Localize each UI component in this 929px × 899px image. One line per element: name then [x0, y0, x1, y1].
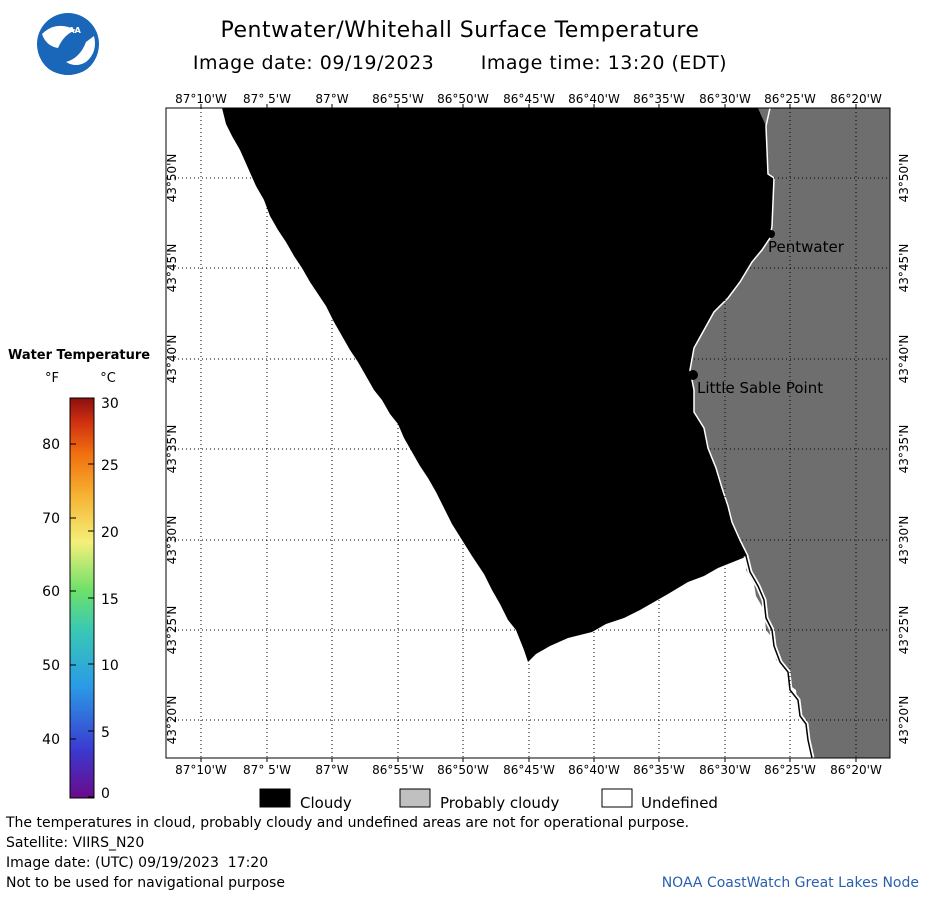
- lat-label-right: 43°20'N: [897, 696, 911, 745]
- f-tick: 40: [42, 732, 60, 748]
- footer-image-date: Image date: (UTC) 09/19/2023 17:20: [6, 855, 268, 871]
- footer-satellite: Satellite: VIIRS_N20: [6, 835, 144, 851]
- lon-label-bottom: 86°35'W: [633, 763, 685, 777]
- c-tick: 15: [101, 592, 119, 608]
- lon-label-top: 86°40'W: [568, 92, 620, 106]
- legend-label-cloudy: Cloudy: [300, 794, 352, 812]
- legend: Cloudy Probably cloudy Undefined: [250, 786, 750, 816]
- place-little-sable-point: Little Sable Point: [697, 379, 823, 397]
- c-tick: 0: [101, 786, 110, 802]
- lat-label-left: 43°25'N: [165, 606, 179, 655]
- lon-label-bottom: 86°30'W: [699, 763, 751, 777]
- lon-label-top: 86°45'W: [503, 92, 555, 106]
- legend-label-probably-cloudy: Probably cloudy: [440, 794, 559, 812]
- place-pentwater: Pentwater: [768, 238, 845, 256]
- lat-label-left: 43°50'N: [165, 154, 179, 203]
- f-tick: 80: [42, 437, 60, 453]
- lon-label-bottom: 87°10'W: [175, 763, 227, 777]
- colorbar-title: Water Temperature: [8, 348, 150, 363]
- lon-label-bottom: 87°W: [315, 763, 348, 777]
- lon-label-top: 86°30'W: [699, 92, 751, 106]
- colorbar: Water Temperature °F °C 80 70 60 50 40 3…: [0, 340, 160, 810]
- footer-disclaimer: The temperatures in cloud, probably clou…: [6, 815, 689, 831]
- lat-label-left: 43°40'N: [165, 335, 179, 384]
- legend-swatch-cloudy: [260, 789, 290, 807]
- lon-label-bottom: 86°55'W: [372, 763, 424, 777]
- lat-label-left: 43°35'N: [165, 425, 179, 474]
- legend-swatch-probably-cloudy: [400, 789, 430, 807]
- lon-label-top: 86°35'W: [633, 92, 685, 106]
- lat-label-right: 43°40'N: [897, 335, 911, 384]
- lat-label-left: 43°30'N: [165, 516, 179, 565]
- f-tick: 50: [42, 658, 60, 674]
- lon-label-bottom: 86°45'W: [503, 763, 555, 777]
- lat-label-right: 43°30'N: [897, 516, 911, 565]
- c-tick: 5: [101, 725, 110, 741]
- f-tick: 60: [42, 584, 60, 600]
- c-tick: 20: [101, 525, 119, 541]
- lon-label-bottom: 86°40'W: [568, 763, 620, 777]
- lon-label-top: 87° 5'W: [243, 92, 291, 106]
- lon-label-top: 87°10'W: [175, 92, 227, 106]
- lon-label-bottom: 86°50'W: [437, 763, 489, 777]
- f-tick: 70: [42, 511, 60, 527]
- lon-label-bottom: 87° 5'W: [243, 763, 291, 777]
- c-tick: 10: [101, 658, 119, 674]
- lon-label-bottom: 86°25'W: [764, 763, 816, 777]
- c-tick: 25: [101, 458, 119, 474]
- c-tick: 30: [101, 396, 119, 412]
- unit-c: °C: [100, 371, 116, 386]
- pentwater-marker: [767, 230, 775, 238]
- legend-label-undefined: Undefined: [641, 794, 718, 812]
- lon-label-top: 86°55'W: [372, 92, 424, 106]
- lat-label-left: 43°20'N: [165, 696, 179, 745]
- legend-swatch-undefined: [602, 789, 632, 807]
- lat-label-right: 43°50'N: [897, 154, 911, 203]
- lat-label-right: 43°35'N: [897, 425, 911, 474]
- lon-label-bottom: 86°20'W: [830, 763, 882, 777]
- footer-navigation-note: Not to be used for navigational purpose: [6, 875, 285, 891]
- lat-label-right: 43°25'N: [897, 606, 911, 655]
- lon-label-top: 86°25'W: [764, 92, 816, 106]
- lon-label-top: 87°W: [315, 92, 348, 106]
- credit: NOAA CoastWatch Great Lakes Node: [662, 875, 919, 891]
- lat-label-right: 43°45'N: [897, 244, 911, 293]
- lat-label-left: 43°45'N: [165, 244, 179, 293]
- lon-label-top: 86°20'W: [830, 92, 882, 106]
- unit-f: °F: [45, 371, 59, 386]
- lon-label-top: 86°50'W: [437, 92, 489, 106]
